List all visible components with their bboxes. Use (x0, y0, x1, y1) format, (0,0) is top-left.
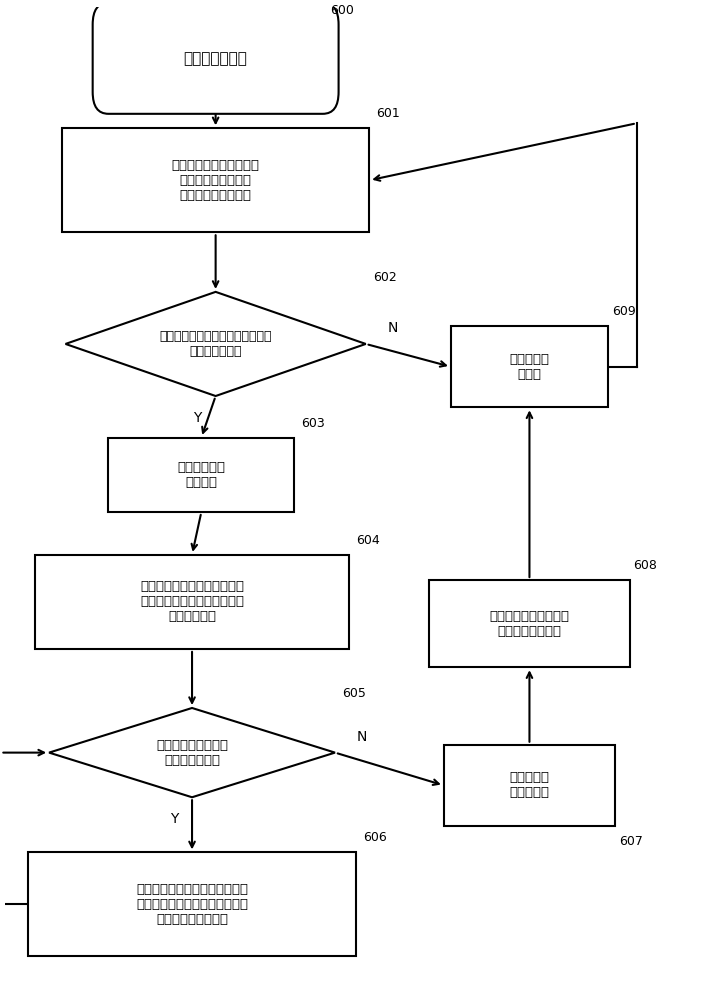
Text: 605: 605 (342, 687, 366, 700)
Text: N: N (357, 730, 368, 744)
Bar (430, 580, 629, 667)
Text: 巡检各单元控制器，采集
各飞轮储能单元以及
交流电网的状态信息: 巡检各单元控制器，采集 各飞轮储能单元以及 交流电网的状态信息 (172, 159, 260, 202)
FancyBboxPatch shape (93, 3, 339, 114)
Bar (62, 128, 369, 232)
Text: 向各个飞轮储能单元控
制器发送停机指令: 向各个飞轮储能单元控 制器发送停机指令 (490, 610, 570, 638)
Text: 检测各单元状态以及
交流电网的状态: 检测各单元状态以及 交流电网的状态 (156, 739, 228, 767)
Text: 601: 601 (376, 107, 400, 120)
Text: 计算飞轮阵列储能系统需要向交
流电网吸收或释放的功率，并分
配给各个单元控制器: 计算飞轮阵列储能系统需要向交 流电网吸收或释放的功率，并分 配给各个单元控制器 (136, 883, 248, 926)
Text: Y: Y (170, 812, 178, 826)
Text: 609: 609 (611, 305, 635, 318)
Text: 603: 603 (301, 417, 325, 430)
Bar (443, 745, 615, 826)
Polygon shape (66, 292, 366, 396)
Bar (451, 326, 608, 407)
Text: 控制并网静态
开关闭合: 控制并网静态 开关闭合 (177, 461, 226, 489)
Text: 控制并网静
态开关断开: 控制并网静 态开关断开 (510, 771, 549, 799)
Polygon shape (49, 708, 335, 797)
Text: 602: 602 (373, 271, 397, 284)
Text: 发出故障报
警信号: 发出故障报 警信号 (510, 353, 549, 381)
Text: Y: Y (193, 411, 202, 425)
Text: 608: 608 (633, 559, 657, 572)
Text: 阵列控制器启动: 阵列控制器启动 (184, 51, 247, 66)
Text: 600: 600 (330, 4, 354, 17)
Text: 607: 607 (619, 835, 642, 848)
Bar (27, 852, 356, 956)
Bar (108, 438, 294, 512)
Text: N: N (388, 321, 398, 335)
Text: 判断交流电网与各飞轮储能单元的
状态是否正常？: 判断交流电网与各飞轮储能单元的 状态是否正常？ (159, 330, 272, 358)
Bar (35, 555, 349, 649)
Text: 向各单元控制器发送吸收功率
指令，使飞轮储能单元由停机
进入待机状态: 向各单元控制器发送吸收功率 指令，使飞轮储能单元由停机 进入待机状态 (140, 580, 244, 623)
Text: 606: 606 (363, 831, 387, 844)
Text: 604: 604 (356, 534, 380, 547)
